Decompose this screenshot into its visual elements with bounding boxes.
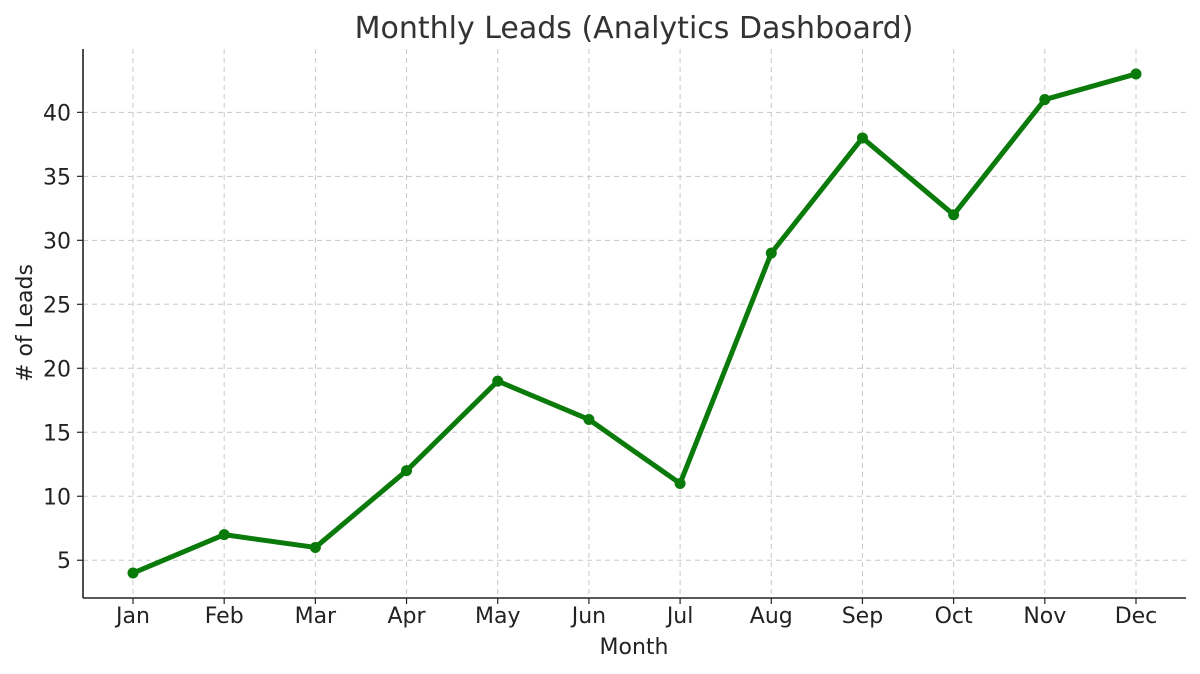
- data-point-sep: [856, 132, 868, 144]
- x-tick-label-may: May: [475, 604, 520, 629]
- x-tick-label-nov: Nov: [1023, 604, 1066, 629]
- x-tick-label-jun: Jun: [570, 604, 606, 629]
- y-tick-label-40: 40: [43, 101, 71, 126]
- data-point-nov: [1039, 94, 1051, 106]
- y-tick-label-20: 20: [43, 357, 71, 382]
- y-tick-label-30: 30: [43, 229, 71, 254]
- data-point-jan: [127, 567, 139, 579]
- data-point-may: [492, 375, 504, 387]
- data-point-jun: [583, 413, 595, 425]
- series-layer: [127, 68, 1142, 579]
- x-tick-label-aug: Aug: [750, 604, 793, 629]
- x-tick-label-feb: Feb: [205, 604, 244, 629]
- data-point-jul: [674, 477, 686, 489]
- x-tick-label-apr: Apr: [388, 604, 427, 629]
- x-tick-label-mar: Mar: [295, 604, 337, 629]
- data-point-oct: [948, 209, 960, 221]
- x-tick-label-sep: Sep: [842, 604, 883, 629]
- x-axis-label: Month: [600, 635, 669, 660]
- data-point-aug: [765, 247, 777, 259]
- x-tick-label-jul: Jul: [665, 604, 694, 629]
- data-point-apr: [401, 465, 413, 477]
- x-axis-ticks: Jan Feb Mar Apr May Jun Jul Aug Sep Oct Nov Dec: [114, 598, 1157, 629]
- y-tick-label-25: 25: [43, 293, 71, 318]
- x-tick-label-jan: Jan: [114, 604, 150, 629]
- y-axis-label: # of Leads: [13, 264, 38, 382]
- data-point-feb: [218, 529, 230, 541]
- series-line-0: [130, 71, 1139, 576]
- data-point-dec: [1130, 68, 1142, 80]
- chart-title: Monthly Leads (Analytics Dashboard): [355, 11, 914, 46]
- axes-spines: [82, 49, 1186, 599]
- y-tick-label-10: 10: [43, 485, 71, 510]
- y-axis-ticks: 5 10 15 20 25 30 35 40: [43, 101, 83, 574]
- x-tick-label-oct: Oct: [935, 604, 973, 629]
- y-tick-label-35: 35: [43, 165, 71, 190]
- x-tick-label-dec: Dec: [1115, 604, 1158, 629]
- data-point-mar: [309, 541, 321, 553]
- y-tick-label-5: 5: [57, 549, 71, 574]
- y-tick-label-15: 15: [43, 421, 71, 446]
